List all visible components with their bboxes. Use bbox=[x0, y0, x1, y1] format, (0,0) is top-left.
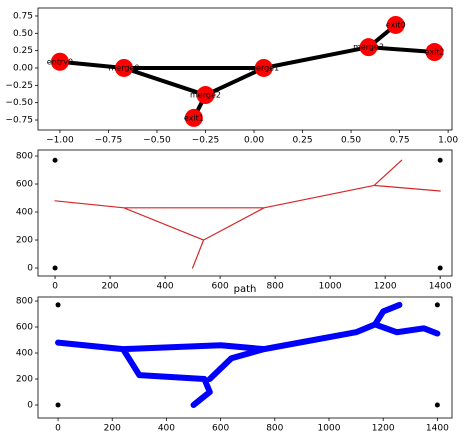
point bbox=[437, 265, 443, 271]
line-path bbox=[54, 159, 441, 269]
x-tick-label: 1000 bbox=[319, 282, 342, 292]
point bbox=[55, 402, 61, 408]
node-label: merge3 bbox=[353, 43, 384, 52]
x-tick-label: 0 bbox=[52, 282, 58, 292]
y-tick-label: 400 bbox=[16, 349, 33, 359]
y-tick-label: 0.50 bbox=[13, 29, 33, 39]
y-tick-label: 200 bbox=[16, 236, 33, 246]
node-label: merge2 bbox=[190, 91, 221, 100]
edge bbox=[123, 66, 207, 97]
point bbox=[434, 302, 440, 308]
node-label: merge1 bbox=[248, 63, 279, 72]
node-label: merge0 bbox=[109, 63, 140, 72]
x-tick-label: −0.50 bbox=[143, 136, 171, 146]
x-tick-label: 1200 bbox=[374, 282, 397, 292]
y-tick-label: −0.50 bbox=[5, 98, 33, 108]
x-tick-label: 0.25 bbox=[293, 136, 313, 146]
axes-frame bbox=[37, 7, 453, 131]
node-label: exit2 bbox=[425, 48, 445, 57]
point bbox=[437, 157, 443, 163]
y-tick-label: 400 bbox=[16, 208, 33, 218]
edge bbox=[204, 66, 265, 97]
node bbox=[425, 43, 444, 62]
y-tick-label: 0.00 bbox=[13, 63, 33, 73]
x-tick-label: −0.25 bbox=[192, 136, 220, 146]
y-tick-label: 0.25 bbox=[13, 46, 33, 56]
x-tick-label: 800 bbox=[267, 282, 284, 292]
x-tick-label: 1.00 bbox=[438, 136, 458, 146]
edge bbox=[263, 45, 369, 70]
node-label: exit1 bbox=[184, 113, 204, 122]
edge bbox=[368, 45, 435, 55]
axes-frame bbox=[37, 149, 453, 277]
x-tick-label: −0.75 bbox=[95, 136, 123, 146]
node bbox=[254, 58, 273, 77]
x-tick-label: 600 bbox=[212, 424, 229, 434]
y-tick-label: 200 bbox=[16, 375, 33, 385]
node bbox=[184, 108, 203, 127]
x-tick-label: 400 bbox=[156, 282, 173, 292]
point bbox=[55, 302, 61, 308]
x-tick-label: −1.00 bbox=[46, 136, 74, 146]
x-tick-label: 1400 bbox=[429, 282, 452, 292]
y-tick-label: 0 bbox=[27, 264, 33, 274]
y-tick-label: −0.75 bbox=[5, 116, 33, 126]
x-tick-label: 400 bbox=[158, 424, 175, 434]
x-tick-label: 600 bbox=[212, 282, 229, 292]
x-tick-label: 0 bbox=[55, 424, 61, 434]
x-tick-label: 200 bbox=[101, 282, 118, 292]
node-label: exit0 bbox=[386, 20, 406, 29]
node bbox=[359, 38, 378, 57]
line-path bbox=[55, 301, 441, 409]
axes-frame bbox=[37, 296, 453, 419]
x-tick-label: 0.75 bbox=[390, 136, 410, 146]
y-tick-label: 0 bbox=[27, 401, 33, 411]
edge bbox=[59, 59, 125, 70]
node-label: entry0 bbox=[47, 57, 73, 66]
point bbox=[52, 157, 58, 163]
point bbox=[434, 402, 440, 408]
y-tick-label: 600 bbox=[16, 180, 33, 190]
x-tick-label: 200 bbox=[104, 424, 121, 434]
y-tick-label: −0.25 bbox=[5, 81, 33, 91]
y-tick-label: 0.75 bbox=[13, 11, 33, 21]
node bbox=[114, 58, 133, 77]
y-tick-label: 800 bbox=[16, 297, 33, 307]
node bbox=[50, 52, 69, 71]
node bbox=[196, 86, 215, 105]
x-tick-label: 800 bbox=[266, 424, 283, 434]
y-tick-label: 600 bbox=[16, 323, 33, 333]
y-tick-label: 800 bbox=[16, 152, 33, 162]
x-tick-label: 0.00 bbox=[244, 136, 264, 146]
x-tick-label: 0.50 bbox=[341, 136, 361, 146]
x-tick-label: 1000 bbox=[318, 424, 341, 434]
x-tick-label: 1400 bbox=[426, 424, 449, 434]
point bbox=[52, 265, 58, 271]
panel-title: path bbox=[234, 284, 257, 295]
node bbox=[386, 15, 405, 34]
x-tick-label: 1200 bbox=[372, 424, 395, 434]
